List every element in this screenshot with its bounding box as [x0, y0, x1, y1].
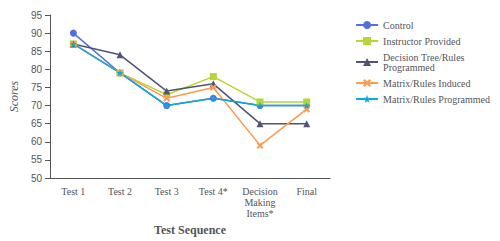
svg-text:90: 90	[31, 28, 43, 39]
svg-text:Matrix/Rules Programmed: Matrix/Rules Programmed	[383, 94, 490, 105]
svg-text:50: 50	[31, 173, 43, 184]
svg-text:80: 80	[31, 64, 43, 75]
svg-text:65: 65	[31, 118, 43, 129]
svg-text:75: 75	[31, 82, 43, 93]
svg-text:Programmed: Programmed	[383, 62, 435, 73]
svg-text:Test 3: Test 3	[155, 186, 179, 197]
svg-text:Control: Control	[383, 20, 414, 31]
svg-text:Decision Tree/Rules: Decision Tree/Rules	[383, 51, 465, 63]
svg-text:Test 2: Test 2	[108, 186, 132, 197]
svg-text:Test 4*: Test 4*	[199, 186, 228, 197]
svg-text:Test Sequence: Test Sequence	[154, 223, 227, 237]
svg-text:Decision: Decision	[242, 186, 278, 197]
svg-text:95: 95	[31, 10, 43, 21]
svg-text:55: 55	[31, 154, 43, 165]
svg-text:Making: Making	[244, 197, 275, 208]
svg-text:Items*: Items*	[246, 208, 273, 219]
svg-text:Instructor Provided: Instructor Provided	[383, 36, 461, 47]
svg-text:Matrix/Rules Induced: Matrix/Rules Induced	[383, 78, 470, 89]
svg-text:85: 85	[31, 46, 43, 57]
svg-text:Scores: Scores	[7, 80, 21, 112]
svg-text:70: 70	[31, 100, 43, 111]
svg-text:Test 1: Test 1	[61, 186, 85, 197]
svg-text:60: 60	[31, 136, 43, 147]
svg-text:Final: Final	[296, 186, 317, 197]
